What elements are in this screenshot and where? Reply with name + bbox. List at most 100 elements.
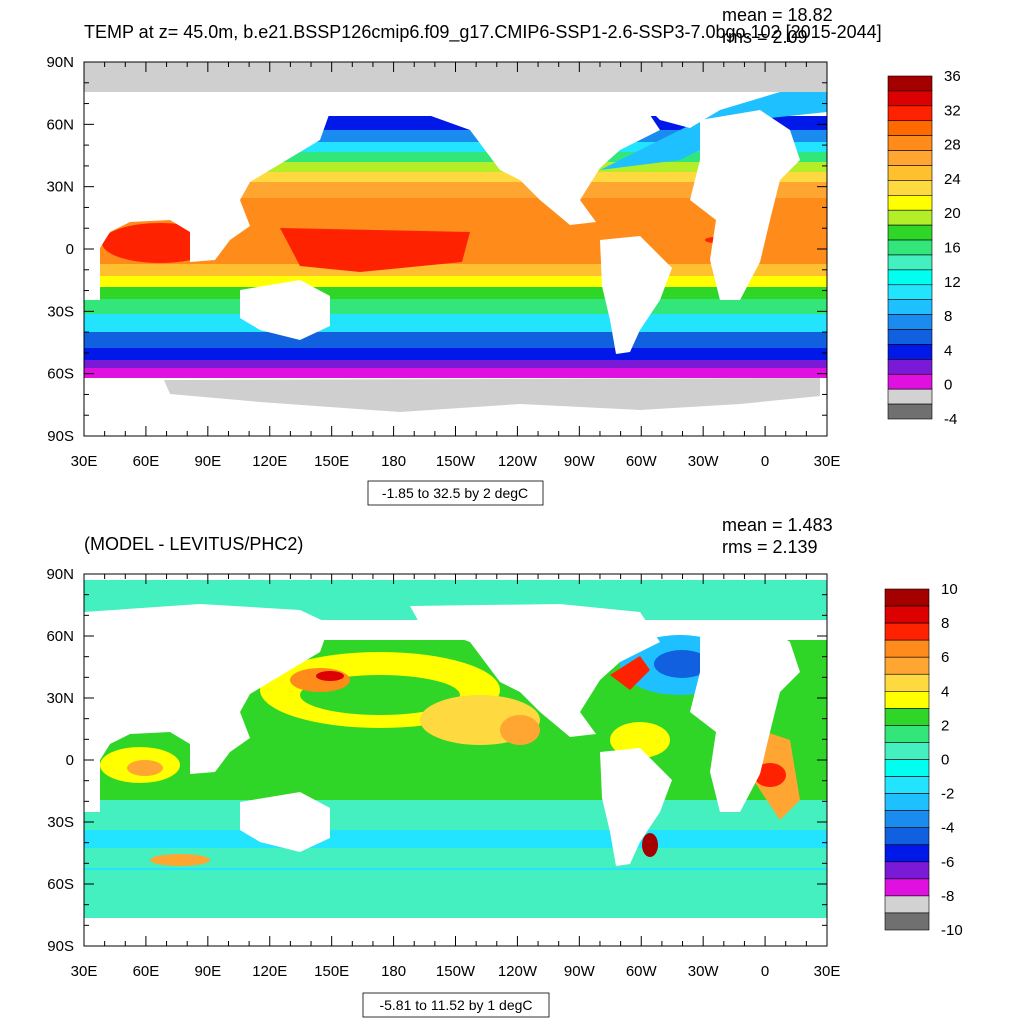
top-colorbar-swatch xyxy=(887,195,933,211)
top-x-tick-label: 180 xyxy=(381,453,406,470)
top-colorbar-label: -4 xyxy=(944,411,957,428)
top-colorbar-swatch xyxy=(887,329,933,345)
bottom-colorbar-labels: 10 8 6 4 2 0 -2 -4 -6 -8 -10 xyxy=(941,581,963,939)
top-colorbar-label: 8 xyxy=(944,308,952,325)
bottom-colorbar-swatch xyxy=(884,742,930,760)
top-y-tick-label: 30S xyxy=(47,303,74,320)
bottom-y-tick-label: 90N xyxy=(46,566,74,583)
top-colorbar-swatch xyxy=(887,209,933,226)
top-colorbar xyxy=(887,75,933,420)
bottom-colorbar-label: 6 xyxy=(941,649,949,666)
top-colorbar-swatch xyxy=(887,359,933,375)
top-colorbar-label: 32 xyxy=(944,102,961,119)
top-colorbar-swatch xyxy=(887,388,933,405)
bottom-colorbar-label: -4 xyxy=(941,820,954,837)
bottom-colorbar-swatch xyxy=(884,588,930,607)
bottom-colorbar-label: 2 xyxy=(941,717,949,734)
top-y-tick-label: 90S xyxy=(47,428,74,445)
bottom-y-tick-label: 60N xyxy=(46,628,74,645)
top-x-tick-label: 150E xyxy=(314,453,349,470)
top-title: TEMP at z= 45.0m, b.e21.BSSP126cmip6.f09… xyxy=(84,22,882,43)
bottom-x-tick-labels: 30E 60E 90E 120E 150E 180 150W 120W 90W 60W 30W 0 30… xyxy=(71,963,841,980)
top-panel: TEMP at z= 45.0m, b.e21.BSSP126cmip6.f09… xyxy=(46,5,961,506)
top-x-tick-label: 30E xyxy=(71,453,98,470)
top-x-tick-label: 120E xyxy=(252,453,287,470)
top-colorbar-swatch xyxy=(887,254,933,271)
bottom-x-tick-label: 30E xyxy=(71,963,98,980)
bottom-colorbar-swatch xyxy=(884,912,930,931)
top-x-tick-labels: 30E 60E 90E 120E 150E 180 150W 120W 90W 60W 30W 0 30… xyxy=(71,453,841,470)
bottom-x-tick-label: 60E xyxy=(133,963,160,980)
bottom-y-tick-label: 30N xyxy=(46,690,74,707)
top-x-tick-label: 0 xyxy=(761,453,769,470)
top-colorbar-swatch xyxy=(887,75,933,92)
bottom-y-tick-label: 30S xyxy=(47,814,74,831)
bottom-x-tick-label: 30E xyxy=(814,963,841,980)
top-colorbar-swatch xyxy=(887,224,933,241)
top-map xyxy=(84,62,827,436)
top-colorbar-swatch xyxy=(887,299,933,315)
top-x-tick-label: 90W xyxy=(564,453,596,470)
bottom-x-tick-label: 150E xyxy=(314,963,349,980)
bottom-y-tick-labels: 90N 60N 30N 0 30S 60S 90S xyxy=(46,566,74,955)
top-colorbar-label: 24 xyxy=(944,171,961,188)
bottom-x-tick-label: 30W xyxy=(688,963,720,980)
bottom-tick-marks xyxy=(83,573,828,947)
top-colorbar-swatch xyxy=(887,314,933,330)
bottom-x-tick-label: 90W xyxy=(564,963,596,980)
top-colorbar-swatch xyxy=(887,165,933,181)
top-colorbar-label: 36 xyxy=(944,68,961,85)
top-colorbar-swatch xyxy=(887,284,933,300)
top-x-tick-label: 120W xyxy=(498,453,538,470)
bottom-y-tick-label: 90S xyxy=(47,938,74,955)
bottom-map xyxy=(84,574,827,946)
bottom-contour-info-box xyxy=(362,992,550,1018)
top-colorbar-label: 12 xyxy=(944,274,961,291)
bottom-colorbar-label: -10 xyxy=(941,922,963,939)
bottom-x-tick-label: 180 xyxy=(381,963,406,980)
top-colorbar-swatch xyxy=(887,180,933,196)
bottom-colorbar-label: 0 xyxy=(941,752,949,769)
bottom-colorbar-label: 8 xyxy=(941,615,949,632)
top-colorbar-label: 4 xyxy=(944,342,952,359)
bottom-title: (MODEL - LEVITUS/PHC2) xyxy=(84,534,303,554)
bottom-colorbar-swatch xyxy=(884,895,930,914)
bottom-x-tick-label: 90E xyxy=(194,963,221,980)
bottom-colorbar-label: 4 xyxy=(941,683,949,700)
top-colorbar-swatch xyxy=(887,239,933,256)
top-x-tick-label: 30W xyxy=(688,453,720,470)
bottom-colorbar xyxy=(884,588,930,931)
bottom-x-tick-label: 150W xyxy=(436,963,476,980)
bottom-colorbar-swatch xyxy=(884,793,930,811)
top-colorbar-swatch xyxy=(887,344,933,360)
top-colorbar-swatch xyxy=(887,105,933,122)
top-x-tick-label: 60E xyxy=(133,453,160,470)
bottom-colorbar-label: -6 xyxy=(941,854,954,871)
bottom-colorbar-swatch xyxy=(884,759,930,777)
top-colorbar-swatch xyxy=(887,150,933,166)
bottom-colorbar-swatch xyxy=(884,622,930,641)
top-colorbar-swatch xyxy=(887,90,933,107)
top-colorbar-swatch xyxy=(887,403,933,420)
bottom-colorbar-swatch xyxy=(884,690,930,709)
top-rms-label: rms = 2.09 xyxy=(722,27,808,47)
top-colorbar-label: 28 xyxy=(944,137,961,154)
bottom-x-tick-label: 120E xyxy=(252,963,287,980)
top-x-tick-label: 90E xyxy=(194,453,221,470)
top-y-tick-label: 0 xyxy=(66,241,74,258)
bottom-contour-info: -5.81 to 11.52 by 1 degC xyxy=(379,997,532,1013)
bottom-mean-label: mean = 1.483 xyxy=(722,515,833,535)
bottom-y-tick-label: 60S xyxy=(47,876,74,893)
top-y-tick-label: 30N xyxy=(46,179,74,196)
top-colorbar-swatch xyxy=(887,135,933,151)
bottom-colorbar-label: -8 xyxy=(941,888,954,905)
bottom-x-tick-label: 120W xyxy=(498,963,538,980)
bottom-colorbar-swatch xyxy=(884,878,930,897)
bottom-colorbar-swatch xyxy=(884,827,930,846)
bottom-colorbar-swatch xyxy=(884,708,930,726)
top-colorbar-label: 0 xyxy=(944,377,952,394)
bottom-x-tick-label: 60W xyxy=(626,963,658,980)
bottom-rms-label: rms = 2.139 xyxy=(722,537,818,557)
top-tick-marks xyxy=(83,61,828,437)
